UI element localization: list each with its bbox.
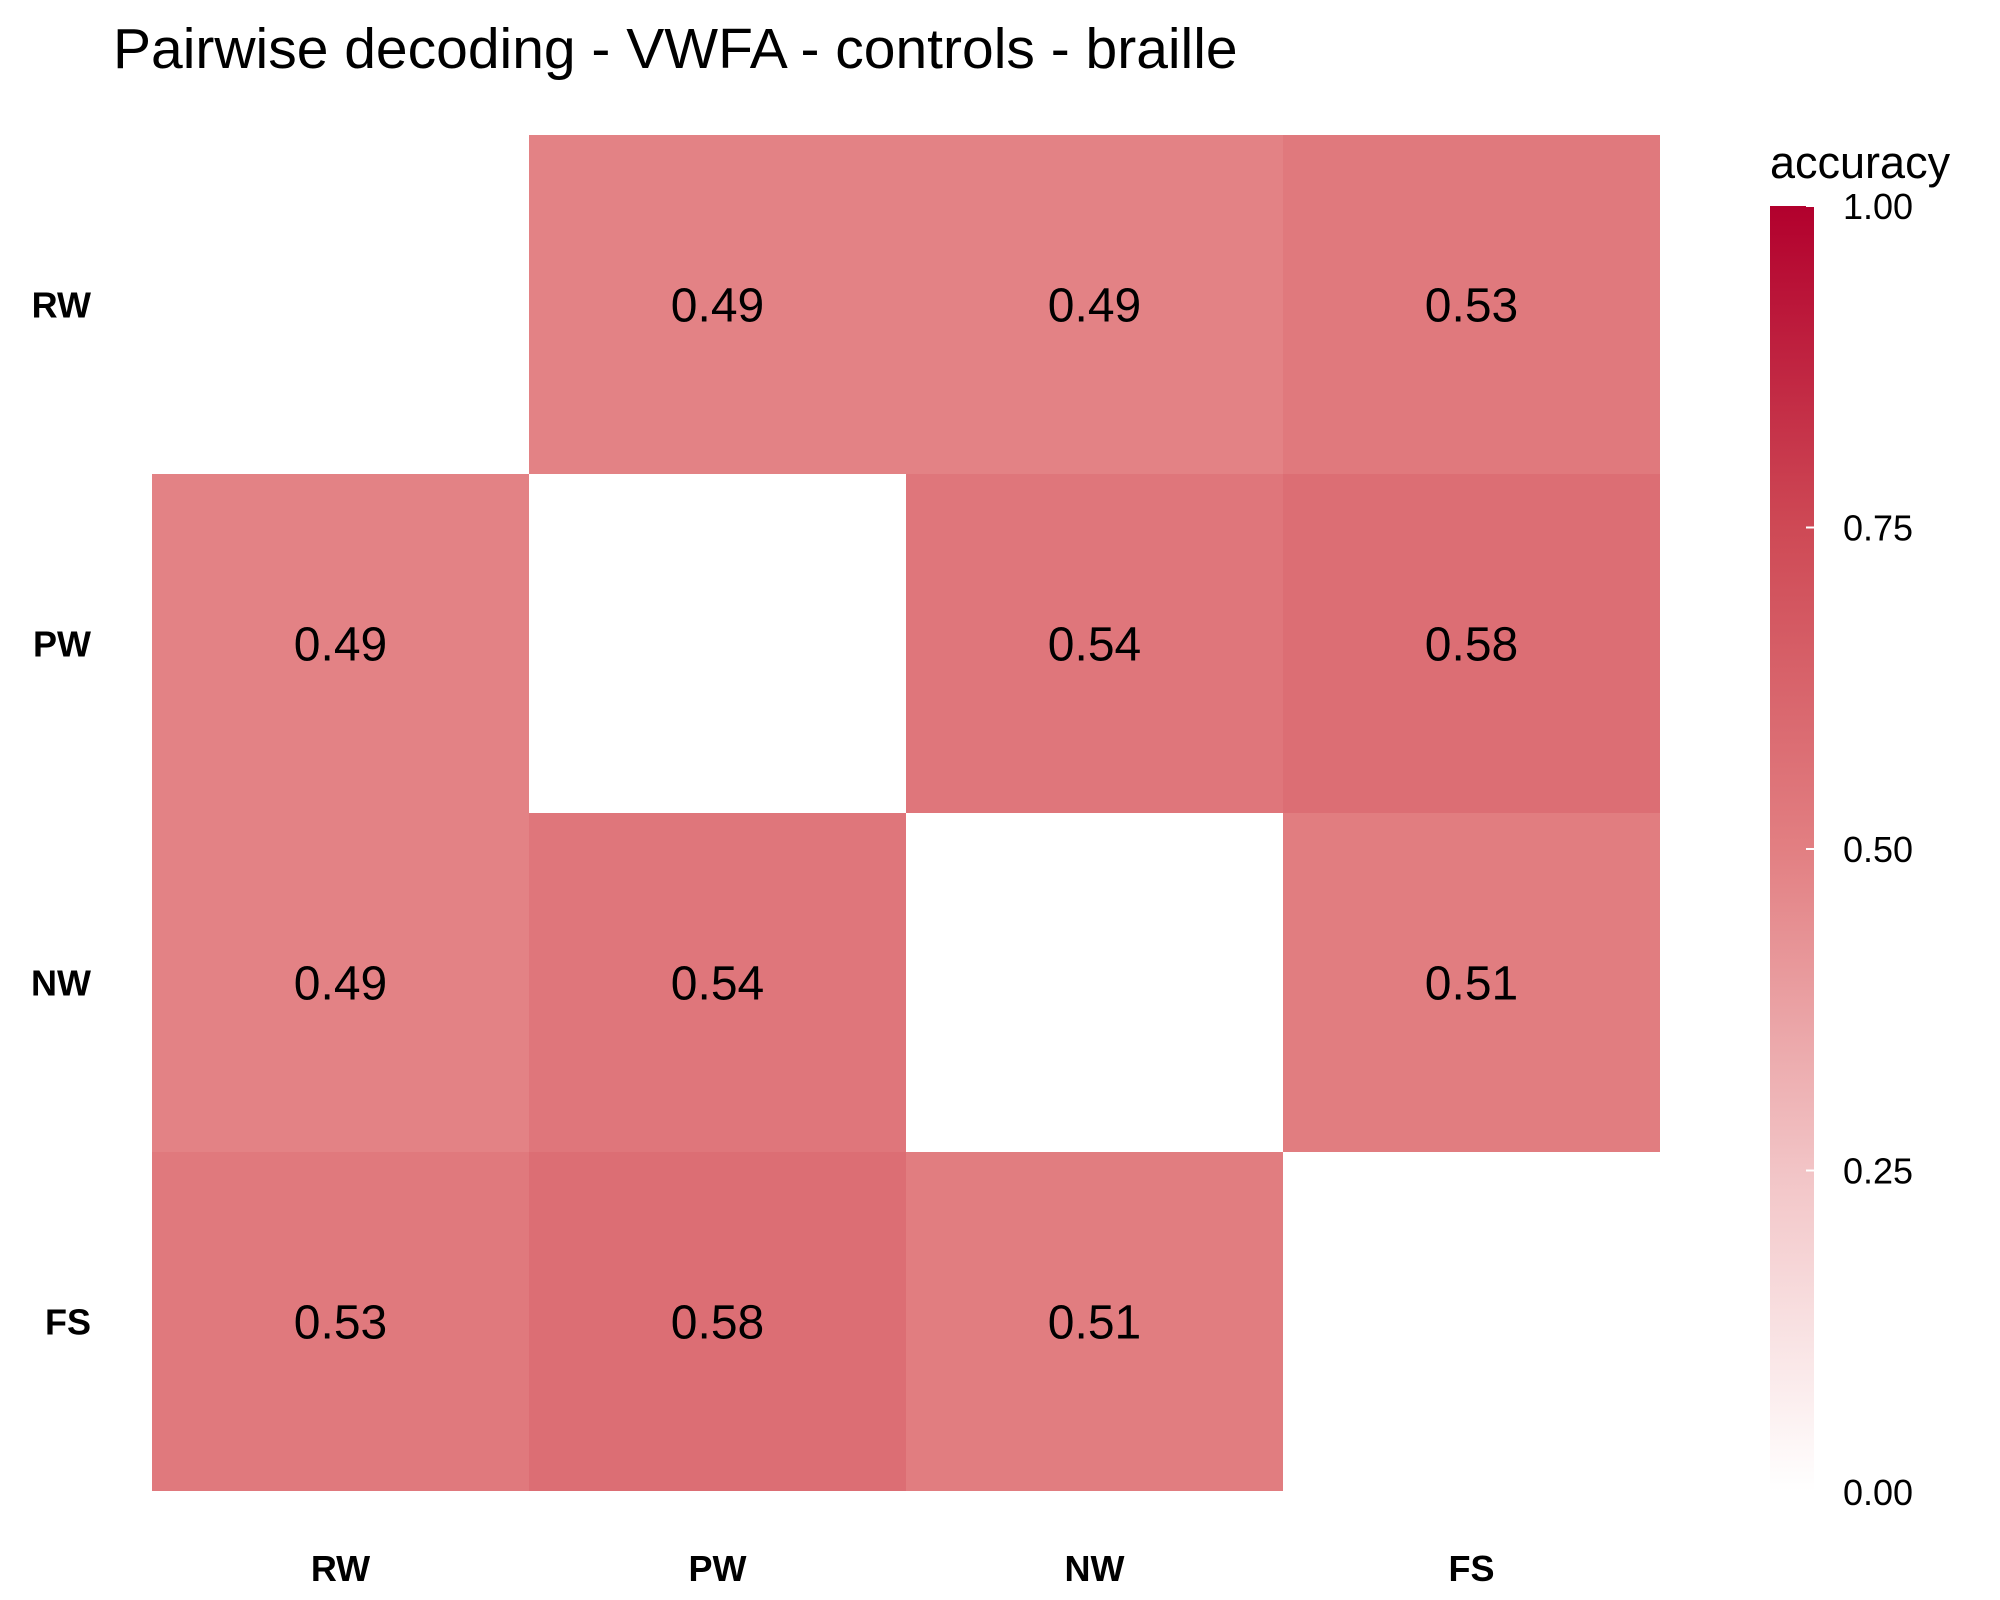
legend-tick-label: 0.25 xyxy=(1843,1151,1913,1192)
cell-value-label: 0.53 xyxy=(1425,280,1518,333)
heatmap-cell-fs-rw xyxy=(152,1152,529,1491)
x-tick-label: NW xyxy=(1065,1548,1125,1589)
legend-ticks: 1.00 0.75 0.50 0.25 0.00 xyxy=(1806,186,1913,1513)
cell-value-label: 0.49 xyxy=(671,280,764,333)
legend-tick-label: 0.50 xyxy=(1843,829,1913,870)
heatmap-cell-rw-pw xyxy=(529,135,906,474)
legend-title: accuracy xyxy=(1770,137,1951,188)
y-axis: RW PW NW FS xyxy=(31,285,91,1343)
cell-value-label: 0.54 xyxy=(671,958,764,1011)
heatmap-cell-fs-nw xyxy=(906,1152,1283,1491)
cell-value-label: 0.49 xyxy=(294,619,387,672)
cell-value-label: 0.51 xyxy=(1048,1297,1141,1350)
cell-value-label: 0.54 xyxy=(1048,619,1141,672)
heatmap-cell-pw-nw xyxy=(906,474,1283,813)
cell-value-label: 0.49 xyxy=(1048,280,1141,333)
cell-value-label: 0.58 xyxy=(1425,619,1518,672)
cell-value-label: 0.49 xyxy=(294,958,387,1011)
y-tick-label: NW xyxy=(31,963,91,1004)
heatmap-cell-fs-pw xyxy=(529,1152,906,1491)
legend-tick-label: 0.75 xyxy=(1843,508,1913,549)
heatmap-cell-rw-nw xyxy=(906,135,1283,474)
chart-title: Pairwise decoding - VWFA - controls - br… xyxy=(113,17,1238,81)
x-tick-label: RW xyxy=(311,1548,370,1589)
heatmap-cell-nw-fs xyxy=(1283,813,1660,1152)
cell-value-label: 0.53 xyxy=(294,1297,387,1350)
cell-value-label: 0.51 xyxy=(1425,958,1518,1011)
heatmap-cells xyxy=(152,135,1660,1491)
legend-tick-label: 1.00 xyxy=(1843,186,1913,227)
heatmap-cell-pw-fs xyxy=(1283,474,1660,813)
cell-value-label: 0.58 xyxy=(671,1297,764,1350)
heatmap-cell-nw-rw xyxy=(152,813,529,1152)
legend-tick-label: 0.00 xyxy=(1843,1472,1913,1513)
x-tick-label: PW xyxy=(689,1548,747,1589)
y-tick-label: FS xyxy=(45,1302,91,1343)
x-axis: RW PW NW FS xyxy=(311,1548,1495,1589)
x-tick-label: FS xyxy=(1448,1548,1494,1589)
color-legend: accuracy 1.00 0.75 0.50 0.25 0.00 xyxy=(1770,137,1951,1513)
heatmap-cell-pw-rw xyxy=(152,474,529,813)
heatmap-cell-labels: 0.49 0.49 0.53 0.49 0.54 0.58 0.49 0.54 0.51 0.53… xyxy=(294,280,1518,1350)
heatmap-cell-rw-fs xyxy=(1283,135,1660,474)
heatmap-cell-nw-pw xyxy=(529,813,906,1152)
y-tick-label: RW xyxy=(32,285,91,326)
y-tick-label: PW xyxy=(33,624,91,665)
